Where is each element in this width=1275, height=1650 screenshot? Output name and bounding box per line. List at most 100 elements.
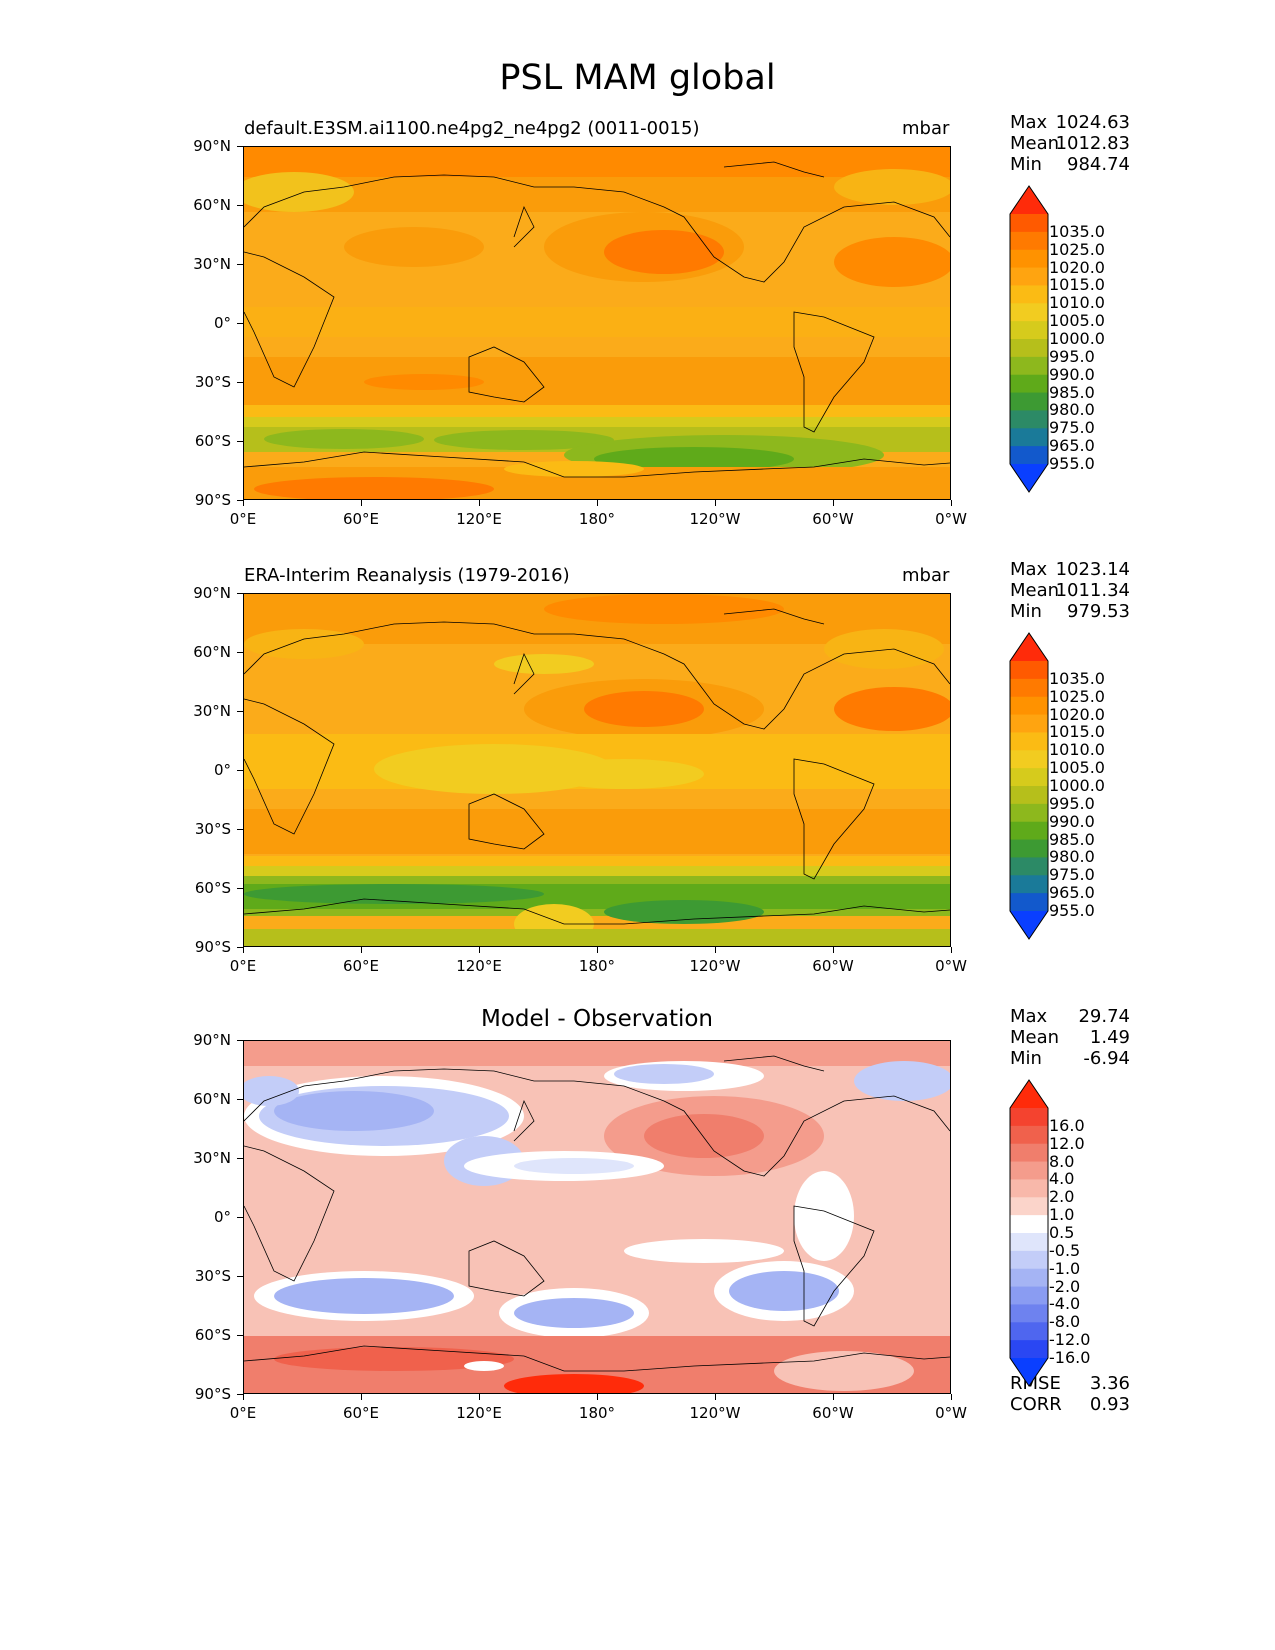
colorbar-tick-label: 1035.0 [1049, 221, 1105, 241]
colorbar-bin [1010, 750, 1048, 769]
colorbar-bin [1010, 1179, 1048, 1198]
x-tick-label: 120°E [456, 957, 502, 975]
y-tick-label: 90°N [193, 1031, 231, 1049]
y-tick-label: 30°N [193, 255, 231, 273]
colorbar-tick-label: 1005.0 [1049, 311, 1105, 331]
stat-min-label: Min [1010, 601, 1042, 622]
stat-min-value: -6.94 [1083, 1048, 1130, 1069]
x-tick-mark [243, 1394, 244, 1400]
x-tick-label: 60°W [812, 1404, 854, 1422]
y-tick-label: 60°N [193, 196, 231, 214]
colorbar-tick-label: -12.0 [1049, 1330, 1091, 1350]
x-tick-label: 60°E [342, 510, 380, 528]
y-tick-mark [237, 146, 243, 147]
y-tick-label: 30°N [193, 1149, 231, 1167]
coastlines [244, 1055, 950, 1372]
y-tick-mark [237, 711, 243, 712]
colorbar-tick-label: 1015.0 [1049, 275, 1105, 295]
panel-3-title: Model - Observation [480, 1006, 714, 1032]
colorbar-bin [1010, 857, 1048, 876]
y-tick-mark [237, 652, 243, 653]
colorbar-extend-top [1010, 1080, 1048, 1108]
x-tick-label: 180° [578, 510, 616, 528]
y-tick-mark [237, 382, 243, 383]
metric-rmse-label: RMSE [1010, 1373, 1061, 1394]
metric-rmse-value: 3.36 [1089, 1373, 1130, 1394]
panel-3-stats: Max 29.74 Mean 1.49 Min -6.94 [1010, 1006, 1130, 1072]
y-tick-mark [237, 947, 243, 948]
panel-3-colorbar [1009, 1079, 1049, 1387]
y-tick-label: 30°S [194, 373, 231, 391]
y-tick-mark [237, 323, 243, 324]
colorbar-bin [1010, 1143, 1048, 1163]
x-tick-mark [833, 1394, 834, 1400]
x-tick-label: 180° [578, 957, 616, 975]
colorbar-bin [1010, 356, 1048, 376]
x-tick-mark [597, 500, 598, 506]
colorbar-bin [1010, 732, 1048, 751]
y-tick-mark [237, 829, 243, 830]
figure-title: PSL MAM global [499, 58, 776, 98]
x-tick-mark [361, 947, 362, 953]
stat-min-label: Min [1010, 154, 1042, 175]
x-tick-label: 120°E [456, 1404, 502, 1422]
x-tick-mark [715, 947, 716, 953]
colorbar-bin [1010, 839, 1048, 858]
colorbar-tick-label: 980.0 [1049, 400, 1095, 420]
colorbar-tick-label: 990.0 [1049, 364, 1095, 384]
colorbar-tick-label: 1025.0 [1049, 239, 1105, 259]
colorbar-tick-label: 990.0 [1049, 811, 1095, 831]
colorbar-tick-label: -4.0 [1049, 1294, 1081, 1314]
y-tick-mark [237, 1217, 243, 1218]
colorbar-bin [1010, 714, 1048, 733]
stat-max-label: Max [1010, 1006, 1048, 1027]
y-tick-mark [237, 1335, 243, 1336]
colorbar-bin [1010, 1250, 1048, 1270]
x-tick-mark [597, 947, 598, 953]
y-tick-label: 90°S [194, 1385, 231, 1403]
colorbar-tick-label: 1025.0 [1049, 686, 1105, 706]
colorbar-bin [1010, 321, 1048, 340]
x-tick-mark [951, 947, 952, 953]
y-tick-label: 60°S [194, 1326, 231, 1344]
x-tick-mark [243, 947, 244, 953]
colorbar-outline [1009, 632, 1049, 940]
y-tick-label: 60°N [193, 643, 231, 661]
colorbar-bin [1010, 821, 1048, 841]
colorbar-tick-label: 1020.0 [1049, 704, 1105, 724]
colorbar-bin [1010, 231, 1048, 251]
colorbar-tick-label: 955.0 [1049, 901, 1095, 920]
y-tick-mark [237, 500, 243, 501]
colorbar-tick-label: 995.0 [1049, 346, 1095, 366]
x-tick-mark [479, 500, 480, 506]
x-tick-mark [833, 500, 834, 506]
x-tick-mark [833, 947, 834, 953]
panel-2-stats: Max 1023.14 Mean 1011.34 Min 979.53 [1010, 559, 1130, 625]
colorbar-extend-bottom [1010, 1358, 1048, 1386]
colorbar-bin [1010, 1304, 1048, 1323]
colorbar-tick-label: 1020.0 [1049, 257, 1105, 277]
y-tick-mark [237, 888, 243, 889]
y-tick-mark [237, 441, 243, 442]
panel-3-map [243, 1040, 951, 1394]
y-tick-mark [237, 1158, 243, 1159]
colorbar-bin [1010, 339, 1048, 358]
x-tick-mark [479, 947, 480, 953]
colorbar-tick-label: 1010.0 [1049, 293, 1105, 313]
y-tick-mark [237, 1394, 243, 1395]
x-tick-label: 0°E [229, 1404, 257, 1422]
colorbar-bin [1010, 661, 1048, 680]
colorbar-tick-label: 955.0 [1049, 454, 1095, 473]
colorbar-bin [1010, 267, 1048, 286]
metric-corr-label: CORR [1010, 1394, 1062, 1415]
colorbar-tick-label: -2.0 [1049, 1276, 1081, 1296]
y-tick-label: 30°N [193, 702, 231, 720]
panel-3-field [244, 1041, 950, 1393]
x-tick-label: 180° [578, 1404, 616, 1422]
colorbar-outline [1009, 1079, 1049, 1387]
colorbar-tick-label: 1015.0 [1049, 722, 1105, 742]
panel-1-colorbar [1009, 185, 1049, 493]
x-tick-label: 60°W [812, 957, 854, 975]
colorbar-extend-bottom [1010, 911, 1048, 939]
stat-min-label: Min [1010, 1048, 1042, 1069]
